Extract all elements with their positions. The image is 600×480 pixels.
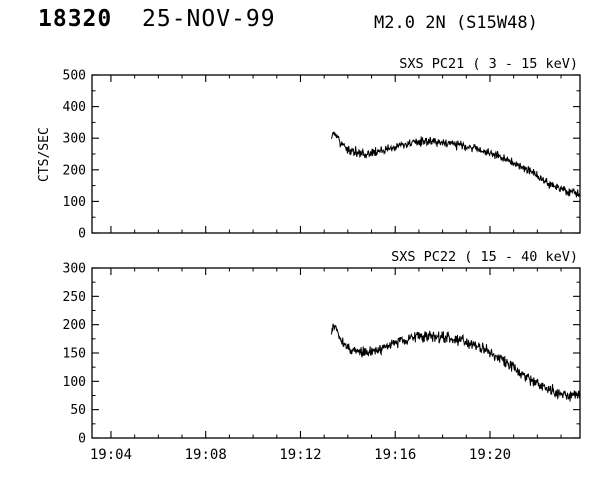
lightcurve-trace: [331, 130, 581, 198]
flare-location: (S15W48): [455, 13, 538, 33]
x-tick-label: 19:08: [185, 447, 227, 463]
panel-title: SXS PC22 ( 15 - 40 keV): [391, 249, 578, 265]
plot-frame: [91, 74, 581, 234]
x-tick-label: 19:04: [90, 447, 132, 463]
plot-frame: [91, 267, 581, 439]
y-tick-label: 0: [78, 227, 86, 242]
y-tick-label: 500: [63, 69, 86, 84]
flare-info: M2.0 2N (S15W48): [374, 13, 538, 33]
y-tick-label: 50: [70, 403, 86, 418]
y-tick-label: 100: [63, 375, 86, 390]
y-tick-label: 300: [63, 132, 86, 147]
x-tick-label: 19:16: [374, 447, 416, 463]
y-tick-label: 250: [63, 290, 86, 305]
x-tick-label: 19:12: [279, 447, 321, 463]
y-tick-label: 300: [63, 262, 86, 277]
x-tick-label: 19:20: [469, 447, 511, 463]
y-axis-label: CTS/SEC: [37, 127, 52, 182]
flare-class: M2.0: [374, 13, 415, 33]
event-id: 18320: [38, 6, 113, 32]
flare-date: 25-NOV-99: [142, 6, 276, 32]
y-tick-label: 0: [78, 432, 86, 447]
y-tick-label: 100: [63, 195, 86, 210]
y-tick-label: 200: [63, 318, 86, 333]
header: 18320 25-NOV-99 M2.0 2N (S15W48): [0, 0, 600, 40]
y-tick-label: 150: [63, 347, 86, 362]
panel-title: SXS PC21 ( 3 - 15 keV): [399, 56, 578, 72]
y-tick-label: 200: [63, 163, 86, 178]
optical-class: 2N: [425, 13, 446, 33]
y-tick-label: 400: [63, 100, 86, 115]
lightcurve-trace: [330, 323, 581, 402]
